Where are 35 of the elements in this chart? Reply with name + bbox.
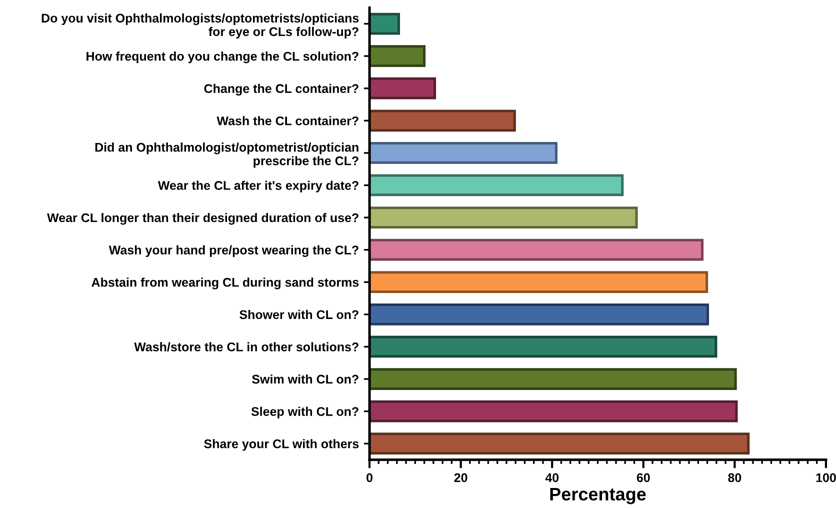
bar [370, 45, 426, 67]
bar [370, 432, 750, 455]
x-axis-title: Percentage [550, 488, 646, 504]
y-tick-label: Wash your hand pre/post wearing the CL? [108, 245, 358, 258]
bar [370, 110, 516, 132]
x-tick-label: 0 [366, 473, 372, 482]
bar [370, 77, 436, 100]
x-tick-label: 40 [545, 473, 559, 482]
y-tick-label: Did an Ophthalmologist/optometrist/optician prescribe the CL? [95, 142, 358, 168]
bar [370, 206, 638, 228]
x-tick-label: 100 [816, 473, 836, 482]
bar [370, 142, 558, 164]
bar [370, 368, 737, 390]
bar [370, 12, 400, 35]
bar [370, 336, 718, 358]
y-tick-label: Shower with CL on? [240, 310, 358, 320]
y-tick-label: Wear the CL after it's expiry date? [158, 180, 358, 192]
y-tick-label: How frequent do you change the CL solution? [86, 52, 358, 64]
y-tick-label: Sleep with CL on? [251, 406, 358, 418]
y-tick-label: Wash/store the CL in other solutions? [134, 342, 358, 352]
y-tick-label: Do you visit Ophthalmologists/optometrists/opticians for eye or CLs follow-up? [42, 13, 359, 39]
bar [370, 271, 708, 294]
y-tick-label: Abstain from wearing CL during sand storms [92, 278, 359, 290]
y-tick-label: Change the CL container? [204, 84, 358, 96]
y-tick-label: Wear CL longer than their designed duration of use? [47, 213, 358, 225]
bar [370, 400, 738, 422]
y-tick-label: Wash the CL container? [216, 116, 358, 126]
bar [370, 303, 709, 326]
x-tick-label: 20 [454, 473, 468, 482]
bar [370, 174, 624, 196]
x-tick-label: 80 [728, 473, 742, 482]
bar [370, 238, 704, 261]
y-tick-label: Swim with CL on? [252, 374, 358, 384]
x-tick-label: 60 [636, 473, 650, 482]
y-tick-label: Share your CL with others [204, 439, 359, 451]
